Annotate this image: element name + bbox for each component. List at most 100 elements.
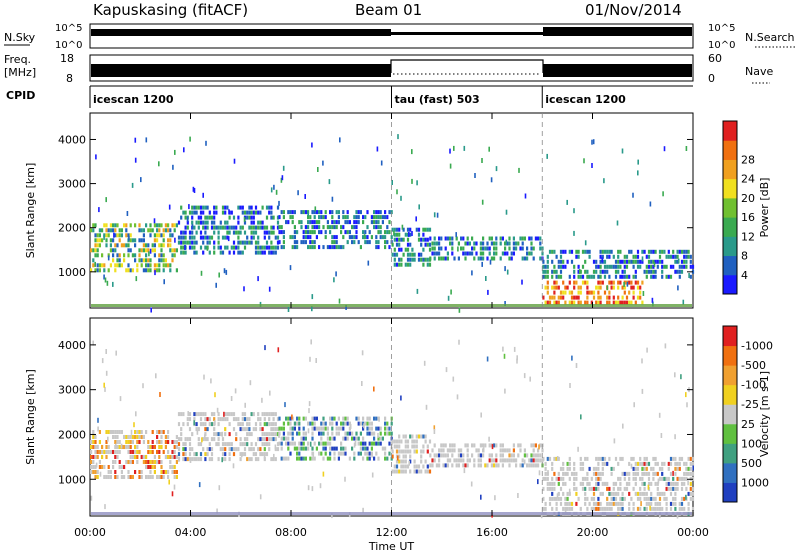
echo-cell — [315, 225, 318, 230]
echo-cell — [300, 210, 303, 215]
echo-cell — [588, 466, 591, 471]
echo-cell — [98, 268, 101, 273]
echo-cell — [346, 240, 349, 245]
echo-cell — [462, 453, 465, 458]
echo-cell — [333, 416, 336, 421]
echo-cell — [689, 254, 692, 259]
echo-cell — [579, 269, 582, 274]
echo-cell — [586, 456, 589, 461]
echo-cell — [661, 476, 664, 481]
echo-cell — [440, 246, 443, 251]
echo-cell — [687, 506, 690, 511]
echo-cell — [287, 446, 290, 451]
echo-cell — [368, 421, 371, 426]
echo-cell — [145, 248, 148, 253]
echo-cell — [438, 463, 441, 468]
echo-cell — [171, 440, 174, 444]
echo-cell — [614, 496, 618, 501]
echo-cell — [302, 441, 305, 446]
echo-cell — [617, 259, 620, 264]
echo-cell — [180, 250, 183, 255]
echo-cell — [268, 417, 271, 422]
echo-cell — [309, 240, 312, 245]
echo-cell — [367, 260, 370, 266]
echo-cell — [599, 295, 602, 300]
echo-cell — [103, 234, 105, 240]
echo-cell — [307, 215, 310, 220]
echo-cell — [156, 233, 159, 238]
echo-cell — [293, 441, 296, 446]
echo-cell — [114, 263, 117, 268]
echo-cell — [619, 259, 622, 264]
echo-cell — [362, 215, 365, 220]
echo-cell — [672, 501, 675, 506]
echo-cell — [510, 453, 513, 458]
echo-cell — [302, 436, 305, 441]
echo-cell — [206, 220, 209, 225]
echo-cell — [219, 432, 222, 437]
echo-cell — [289, 421, 292, 426]
echo-cell — [90, 460, 93, 464]
echo-cell — [171, 233, 174, 238]
echo-cell — [318, 431, 321, 436]
echo-cell — [388, 230, 391, 235]
echo-cell — [272, 432, 275, 437]
echo-cell — [415, 449, 418, 454]
echo-cell — [151, 460, 154, 464]
echo-cell — [388, 220, 391, 225]
echo-cell — [232, 215, 236, 220]
echo-cell — [606, 264, 609, 269]
echo-cell — [614, 491, 618, 496]
echo-cell — [647, 259, 651, 264]
echo-cell — [291, 245, 294, 250]
echo-cell — [375, 215, 378, 220]
echo-cell — [265, 442, 269, 447]
echo-cell — [516, 358, 518, 364]
echo-cell — [398, 434, 401, 439]
echo-cell — [570, 471, 574, 476]
echo-cell — [140, 470, 143, 474]
echo-cell — [228, 250, 231, 255]
echo-cell — [566, 506, 569, 511]
echo-cell — [417, 257, 421, 262]
echo-cell — [628, 249, 631, 254]
echo-cell — [221, 442, 225, 447]
echo-cell — [243, 210, 247, 215]
echo-cell — [663, 146, 666, 152]
echo-cell — [639, 295, 642, 300]
nsearch-label: N.Search — [745, 31, 795, 44]
echo-cell — [661, 264, 664, 269]
echo-cell — [145, 455, 148, 459]
echo-cell — [568, 456, 571, 461]
echo-cell — [180, 215, 183, 220]
echo-cell — [186, 422, 189, 427]
echo-cell — [133, 422, 135, 428]
echo-cell — [114, 460, 117, 464]
echo-cell — [300, 225, 303, 230]
echo-cell — [130, 429, 133, 435]
echo-cell — [557, 285, 560, 290]
echo-cell — [94, 455, 97, 459]
echo-cell — [272, 412, 275, 417]
echo-cell — [199, 230, 203, 235]
echo-cell — [189, 136, 191, 142]
echo-cell — [118, 263, 121, 268]
echo-cell — [672, 476, 675, 481]
echo-cell — [94, 475, 97, 479]
echo-cell — [661, 269, 664, 274]
echo-cell — [224, 220, 227, 225]
echo-cell — [636, 466, 640, 471]
echo-cell — [324, 235, 327, 240]
echo-cell — [142, 268, 145, 273]
echo-cell — [199, 412, 203, 417]
echo-cell — [282, 235, 285, 240]
echo-cell — [426, 464, 429, 469]
echo-cell — [669, 501, 673, 506]
echo-cell — [261, 452, 264, 457]
echo-cell — [116, 475, 119, 479]
echo-cell — [329, 416, 332, 421]
echo-cell — [204, 225, 207, 230]
echo-cell — [333, 245, 336, 250]
echo-cell — [199, 205, 203, 210]
